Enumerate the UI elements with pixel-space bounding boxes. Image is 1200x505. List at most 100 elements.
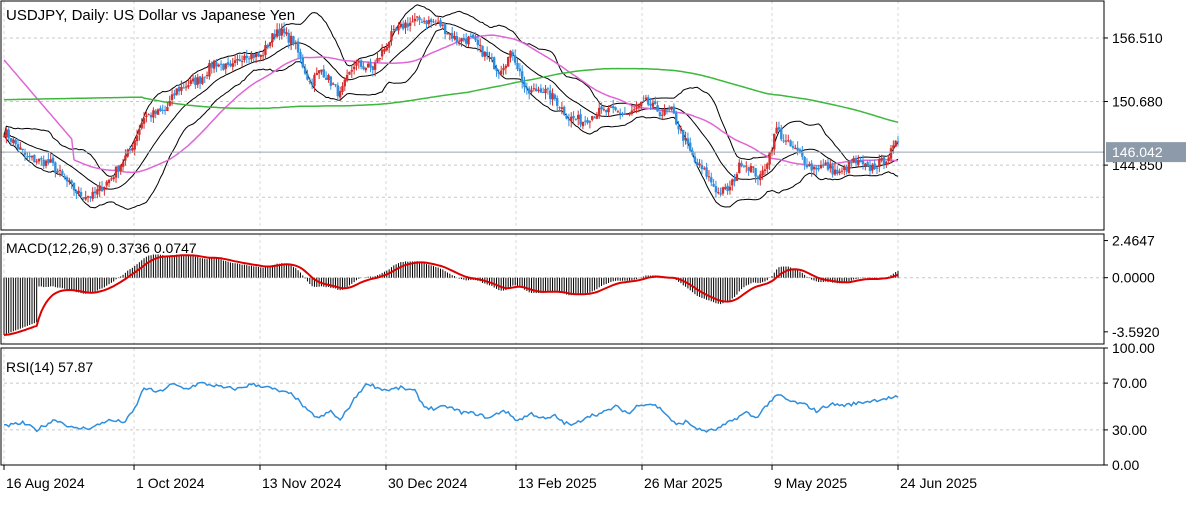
candle-body — [464, 38, 468, 44]
candle — [404, 19, 407, 35]
candle — [238, 54, 241, 62]
candle — [710, 172, 713, 187]
candle — [864, 162, 867, 171]
candle — [19, 142, 22, 150]
candle-body — [691, 150, 694, 156]
candle-body — [714, 186, 718, 193]
candle-body — [768, 152, 771, 165]
candle — [376, 52, 379, 64]
candle — [54, 161, 57, 178]
candle — [474, 32, 477, 43]
candle-body — [593, 117, 596, 119]
candle-body — [376, 58, 379, 62]
candle-body — [394, 28, 398, 31]
candle-body — [201, 77, 204, 84]
candle-body — [12, 139, 15, 143]
candle — [656, 100, 659, 112]
candle — [803, 156, 806, 170]
candle — [502, 63, 505, 76]
candle-body — [840, 170, 844, 172]
candle — [595, 111, 599, 120]
candle-body — [539, 88, 543, 93]
candle-body — [359, 60, 363, 67]
candle-body — [894, 140, 897, 147]
candle-body — [229, 63, 232, 66]
candle — [285, 27, 288, 37]
candle — [700, 159, 704, 175]
candle-body — [516, 62, 519, 69]
candle — [756, 175, 760, 186]
candle-body — [805, 164, 809, 168]
candle-body — [621, 113, 624, 115]
candle-body — [707, 176, 711, 178]
candle-body — [460, 38, 463, 42]
candle-body — [308, 80, 311, 83]
candle — [887, 154, 890, 165]
candle — [626, 112, 629, 116]
candle — [9, 138, 13, 146]
candle-body — [868, 164, 872, 171]
candle — [425, 19, 428, 30]
candle — [26, 152, 29, 160]
candle-body — [418, 17, 421, 21]
candle — [875, 164, 879, 175]
candle-body — [591, 115, 594, 120]
candle — [250, 51, 253, 64]
rsi-path — [4, 381, 899, 433]
candle-body — [142, 118, 146, 124]
candle — [616, 109, 620, 113]
candle — [677, 120, 680, 135]
candle — [637, 103, 641, 113]
candle-body — [588, 121, 592, 123]
candle — [766, 162, 769, 174]
macd-axis: 2.4647 0.0000 -3.5920 — [1104, 233, 1160, 340]
candle — [499, 65, 503, 77]
candle-body — [100, 187, 104, 192]
candle — [16, 138, 20, 153]
candle-body — [773, 133, 776, 150]
candle-body — [446, 33, 449, 35]
candle — [530, 85, 533, 95]
candle — [588, 120, 592, 129]
candle-body — [170, 94, 174, 100]
candle — [586, 117, 589, 125]
candle-body — [138, 129, 141, 135]
candle — [537, 86, 540, 93]
candle — [42, 155, 45, 170]
candle-body — [560, 107, 564, 110]
candle-body — [775, 127, 778, 134]
candle-body — [616, 111, 620, 113]
candle — [128, 145, 132, 155]
candle — [140, 118, 143, 130]
candle-body — [33, 155, 36, 163]
candle — [546, 87, 550, 95]
candle — [93, 186, 97, 199]
candle — [675, 110, 678, 126]
candle-body — [159, 108, 162, 112]
candle-body — [56, 171, 59, 173]
candle-body — [889, 148, 893, 159]
candle-body — [336, 85, 339, 97]
candle — [476, 35, 480, 52]
candle — [51, 154, 55, 166]
candle — [738, 159, 741, 174]
candle-body — [7, 129, 10, 139]
candle-body — [518, 68, 522, 72]
candle-body — [605, 109, 608, 113]
candle — [857, 155, 860, 167]
candle-body — [527, 88, 531, 94]
candle-body — [873, 163, 876, 170]
candle — [448, 32, 452, 41]
candle-body — [5, 129, 8, 138]
candle-body — [285, 32, 288, 35]
candle — [149, 112, 153, 122]
candle-body — [534, 88, 538, 92]
candle-body — [378, 57, 382, 59]
time-tick-label: 13 Feb 2025 — [518, 475, 597, 491]
rsi-panel-frame — [0, 347, 1105, 466]
time-axis: 16 Aug 2024 1 Oct 2024 13 Nov 2024 30 Dec 2… — [3, 465, 977, 491]
candle-body — [833, 169, 837, 175]
candle — [801, 146, 804, 160]
candle-body — [497, 72, 501, 74]
candle-body — [2, 135, 6, 137]
